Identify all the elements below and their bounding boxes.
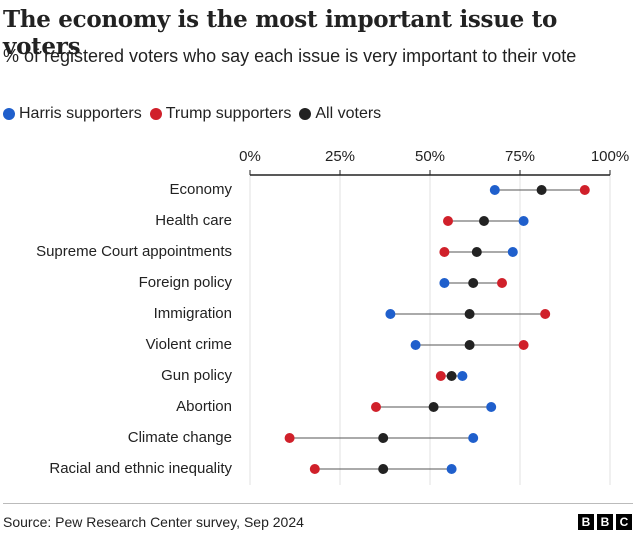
chart: 0% 25% 50% 75% 100% Economy Health care Supreme… (36, 148, 629, 485)
dot (479, 216, 489, 226)
y-tick-label: Health care (155, 212, 232, 229)
dot (439, 278, 450, 288)
legend-marker (149, 108, 162, 120)
dot (486, 402, 497, 412)
y-tick-label: Gun policy (161, 367, 232, 384)
dot (428, 402, 439, 412)
dot (309, 464, 320, 474)
dot (536, 185, 547, 195)
x-tick-label: 50% (415, 148, 445, 165)
dot (435, 371, 446, 381)
legend-item: All voters (299, 105, 381, 123)
logo-letter: B (578, 514, 594, 530)
x-tick-label: 25% (325, 148, 355, 165)
dot (464, 309, 475, 319)
y-tick-label: Foreign policy (139, 274, 233, 291)
dot (385, 309, 396, 319)
dot (457, 371, 468, 381)
dot (378, 464, 389, 474)
y-tick-label: Climate change (128, 429, 232, 446)
dot (468, 278, 479, 288)
y-tick-label: Supreme Court appointments (36, 243, 232, 260)
dot (284, 433, 295, 443)
dot (446, 464, 457, 474)
dot (371, 402, 381, 412)
legend-item: Trump supporters (149, 105, 292, 123)
dot (464, 340, 475, 350)
legend-marker (299, 108, 312, 120)
dot (518, 216, 529, 226)
dot (443, 216, 453, 226)
dot (439, 247, 450, 257)
y-tick-label: Violent crime (146, 336, 232, 353)
x-tick-label: 0% (239, 148, 261, 165)
y-tick-label: Racial and ethnic inequality (49, 460, 232, 477)
chart-subtitle: % of registered voters who say each issu… (3, 46, 577, 66)
legend-item: Harris supporters (3, 105, 142, 123)
y-tick-label: Economy (169, 181, 232, 198)
dot (489, 185, 500, 195)
legend-marker (3, 108, 15, 120)
chart-title: The economy is the most important issue … (3, 6, 558, 60)
dot (579, 185, 590, 195)
legend-label: Trump supporters (165, 105, 292, 122)
logo-letter: C (616, 514, 632, 530)
dot (446, 371, 457, 381)
dot (507, 247, 518, 257)
x-tick-label: 75% (505, 148, 535, 165)
dot (378, 433, 389, 443)
dot (497, 278, 507, 288)
logo-letter: B (597, 514, 613, 530)
dot (540, 309, 551, 319)
dot (471, 247, 482, 257)
legend: Harris supporters Trump supporters All vot… (3, 105, 381, 123)
dot (518, 340, 529, 350)
dot (410, 340, 421, 350)
y-tick-label: Immigration (154, 305, 232, 322)
dot (468, 433, 479, 443)
y-tick-label: Abortion (176, 398, 232, 415)
source: Source: Pew Research Center survey, Sep … (3, 514, 304, 530)
divider (3, 503, 633, 504)
x-tick-label: 100% (591, 148, 629, 165)
legend-label: All voters (315, 105, 382, 122)
legend-label: Harris supporters (19, 105, 142, 122)
